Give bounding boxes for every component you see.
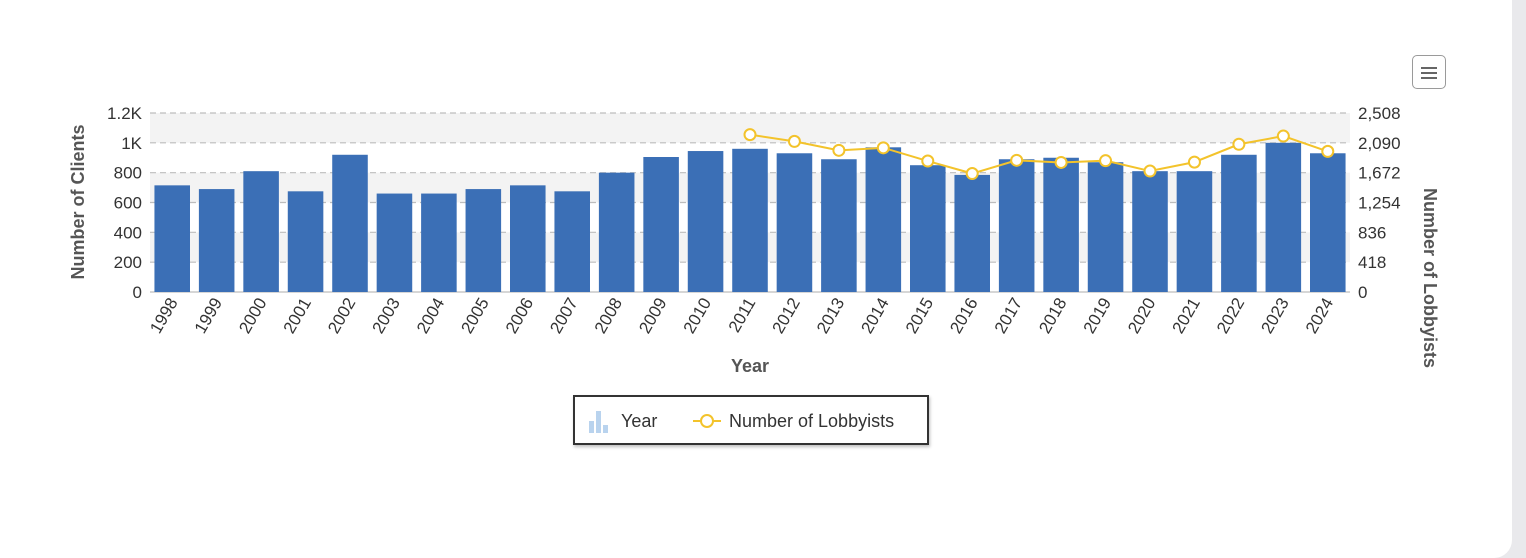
x-tick-label: 2023 bbox=[1257, 295, 1292, 337]
lobbyists-point[interactable] bbox=[1232, 137, 1246, 151]
x-tick-label: 2017 bbox=[991, 295, 1026, 337]
bar[interactable] bbox=[332, 154, 368, 292]
lobbyists-point[interactable] bbox=[965, 167, 979, 181]
lobbyists-line bbox=[749, 133, 1329, 175]
x-axis-title: Year bbox=[731, 356, 769, 376]
y2-tick-label: 2,508 bbox=[1358, 104, 1401, 123]
bar[interactable] bbox=[821, 159, 857, 292]
x-tick-label: 2000 bbox=[235, 295, 270, 337]
bar[interactable] bbox=[465, 189, 502, 292]
line-marker-icon bbox=[693, 414, 721, 428]
bar[interactable] bbox=[1265, 142, 1302, 292]
x-tick-label: 2013 bbox=[813, 295, 848, 337]
x-tick-label: 2009 bbox=[635, 295, 670, 337]
bar[interactable] bbox=[1221, 154, 1257, 292]
bar[interactable] bbox=[910, 165, 946, 292]
bar[interactable] bbox=[598, 172, 635, 292]
bar[interactable] bbox=[243, 171, 279, 292]
legend-item-lobbyists[interactable]: Number of Lobbyists bbox=[693, 409, 894, 433]
y-tick-label: 800 bbox=[114, 164, 142, 183]
lobbyists-point[interactable] bbox=[1321, 144, 1335, 158]
bar[interactable] bbox=[1310, 153, 1346, 292]
x-tick-label: 2010 bbox=[680, 295, 715, 337]
x-tick-label: 2019 bbox=[1080, 295, 1115, 337]
lobbyists-point[interactable] bbox=[1143, 164, 1157, 178]
x-tick-label: 2012 bbox=[769, 295, 804, 337]
hamburger-menu-icon[interactable] bbox=[1412, 55, 1446, 89]
y2-tick-label: 418 bbox=[1358, 253, 1386, 272]
x-tick-label: 2015 bbox=[902, 295, 937, 337]
bar[interactable] bbox=[510, 185, 546, 292]
bar[interactable] bbox=[554, 191, 590, 292]
x-tick-label: 2001 bbox=[280, 295, 315, 337]
bar[interactable] bbox=[776, 153, 813, 292]
bar[interactable] bbox=[287, 191, 324, 292]
x-tick-label: 1999 bbox=[191, 295, 226, 337]
x-tick-label: 2005 bbox=[457, 295, 492, 337]
lobbyists-point[interactable] bbox=[743, 128, 757, 142]
bar[interactable] bbox=[198, 189, 235, 292]
legend-item-year[interactable]: Year bbox=[587, 409, 657, 433]
bar[interactable] bbox=[865, 147, 902, 292]
lobbyists-point[interactable] bbox=[921, 154, 935, 168]
legend: Year Number of Lobbyists bbox=[573, 395, 929, 445]
y2-axis-title: Number of Lobbyists bbox=[1420, 188, 1440, 368]
bar[interactable] bbox=[998, 159, 1035, 292]
y2-tick-label: 1,672 bbox=[1358, 164, 1401, 183]
bar[interactable] bbox=[1176, 171, 1213, 292]
lobbyists-point[interactable] bbox=[1054, 155, 1068, 169]
bar[interactable] bbox=[1043, 157, 1079, 292]
y2-tick-label: 0 bbox=[1358, 283, 1367, 302]
bar[interactable] bbox=[643, 157, 679, 292]
x-tick-label: 2007 bbox=[546, 295, 581, 337]
x-tick-label: 2008 bbox=[591, 295, 626, 337]
x-tick-label: 2011 bbox=[725, 295, 760, 336]
x-tick-label: 2006 bbox=[502, 295, 537, 337]
lobbyists-point[interactable] bbox=[876, 141, 890, 155]
x-tick-label: 2021 bbox=[1169, 295, 1204, 337]
x-tick-label: 2004 bbox=[413, 295, 448, 337]
legend-label-year: Year bbox=[621, 410, 658, 431]
x-tick-label: 2002 bbox=[324, 295, 359, 337]
x-tick-label: 2020 bbox=[1124, 295, 1159, 337]
x-tick-label: 2022 bbox=[1213, 295, 1248, 337]
lobbyists-point[interactable] bbox=[1187, 155, 1201, 169]
y2-tick-label: 1,254 bbox=[1358, 194, 1401, 213]
bar-chart-icon bbox=[589, 411, 608, 433]
bar[interactable] bbox=[154, 185, 190, 292]
y-tick-label: 1K bbox=[121, 134, 142, 153]
y-tick-label: 600 bbox=[114, 194, 142, 213]
x-tick-label: 2014 bbox=[857, 295, 892, 337]
bar[interactable] bbox=[376, 193, 413, 292]
x-tick-label: 2018 bbox=[1035, 295, 1070, 337]
lobbyists-point[interactable] bbox=[787, 134, 801, 148]
y-axis-title: Number of Clients bbox=[68, 124, 88, 279]
x-tick-label: 2003 bbox=[369, 295, 404, 337]
lobbyists-point[interactable] bbox=[1099, 154, 1113, 168]
bar[interactable] bbox=[421, 193, 457, 292]
chart: 0 0 200 418 400 836 600 1,254 800 1,672 1K 2,090 1.2… bbox=[68, 104, 1440, 376]
y-tick-label: 400 bbox=[114, 223, 142, 242]
y2-tick-label: 2,090 bbox=[1358, 134, 1401, 153]
bar[interactable] bbox=[1087, 162, 1124, 292]
y-tick-label: 1.2K bbox=[107, 104, 143, 123]
x-tick-label: 2016 bbox=[946, 295, 981, 337]
y-tick-label: 0 bbox=[133, 283, 142, 302]
y2-tick-label: 836 bbox=[1358, 223, 1386, 242]
bar[interactable] bbox=[1132, 171, 1168, 292]
x-tick-label: 1998 bbox=[146, 295, 181, 337]
lobbyists-point[interactable] bbox=[1010, 153, 1024, 167]
y-tick-label: 200 bbox=[114, 253, 142, 272]
bar[interactable] bbox=[954, 174, 990, 292]
legend-label-lobbyists: Number of Lobbyists bbox=[729, 410, 895, 431]
bar[interactable] bbox=[732, 148, 768, 292]
bar[interactable] bbox=[687, 151, 724, 292]
x-tick-label: 2024 bbox=[1302, 295, 1337, 337]
lobbyists-point[interactable] bbox=[1276, 129, 1290, 143]
lobbyists-point[interactable] bbox=[832, 143, 846, 157]
